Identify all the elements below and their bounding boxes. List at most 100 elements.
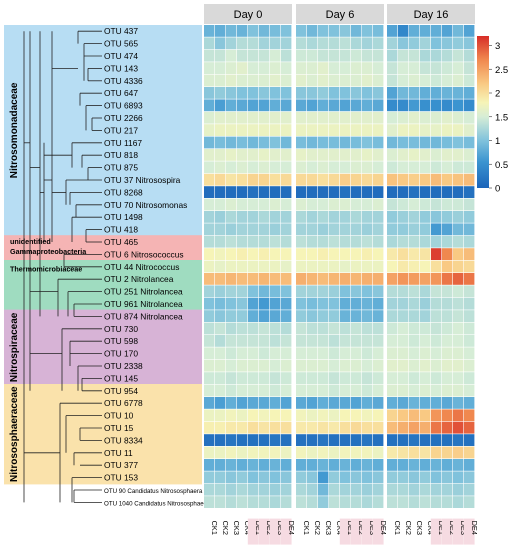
heatmap-cell — [248, 372, 259, 384]
heatmap-cell — [248, 25, 259, 37]
heatmap-cell — [237, 211, 248, 223]
heatmap-cell — [387, 347, 398, 360]
heatmap-cell — [409, 62, 420, 74]
heatmap-cell — [464, 421, 475, 434]
heatmap-cell — [215, 372, 226, 384]
heatmap-cell — [351, 471, 362, 484]
row-label: OTU 170 — [104, 349, 138, 359]
heatmap-cell — [464, 198, 475, 211]
heatmap-cell — [373, 248, 384, 260]
heatmap-cell — [351, 124, 362, 136]
sample-label: CK4 — [335, 521, 344, 535]
heatmap-cell — [237, 124, 248, 136]
heatmap-cell — [431, 87, 442, 99]
heatmap-cell — [442, 49, 453, 62]
heatmap-cell — [215, 483, 226, 496]
heatmap-cell — [226, 186, 237, 198]
heatmap-cell — [270, 496, 281, 508]
heatmap-cell — [453, 235, 464, 248]
heatmap-cell — [373, 161, 384, 174]
heatmap-cell — [281, 322, 292, 335]
heatmap-cell — [398, 99, 409, 112]
row-label: OTU 1498 — [104, 212, 143, 222]
heatmap-cell — [318, 37, 329, 50]
heatmap-cell — [442, 297, 453, 310]
heatmap-cell — [215, 62, 226, 74]
heatmap-cell — [307, 37, 318, 50]
heatmap-cell — [329, 248, 340, 260]
heatmap-cell — [204, 211, 215, 223]
heatmap-cell — [351, 248, 362, 260]
family-label: Nitrospiraceae — [9, 312, 20, 382]
heatmap-cell — [281, 99, 292, 112]
heatmap-cell — [259, 359, 270, 372]
heatmap-cell — [281, 409, 292, 422]
heatmap-cell — [248, 421, 259, 434]
heatmap-cell — [329, 211, 340, 223]
heatmap-cell — [409, 471, 420, 484]
heatmap-cell — [398, 37, 409, 50]
heatmap-cell — [248, 496, 259, 508]
heatmap-cell — [340, 62, 351, 74]
heatmap-cell — [281, 434, 292, 446]
heatmap-cell — [281, 136, 292, 149]
row-labels: OTU 437 OTU 565 OTU 474 OTU 143 OTU 4336 OTU … — [104, 26, 210, 507]
heatmap-cell — [464, 359, 475, 372]
heatmap-cell — [248, 62, 259, 74]
heatmap-cell — [296, 397, 307, 409]
heatmap-cell — [464, 87, 475, 99]
sample-label: CK4 — [243, 521, 252, 535]
heatmap-cell — [215, 459, 226, 471]
heatmap-cell — [204, 285, 215, 298]
heatmap-cell — [226, 149, 237, 161]
heatmap-cell — [270, 99, 281, 112]
heatmap-cell — [431, 359, 442, 372]
heatmap-cell — [270, 446, 281, 459]
heatmap-cell — [420, 235, 431, 248]
heatmap-cell — [281, 297, 292, 310]
colorbar-tick-label: 0 — [495, 184, 500, 195]
heatmap-cell — [237, 161, 248, 174]
heatmap-cell — [362, 335, 373, 347]
heatmap-cell — [259, 310, 270, 322]
heatmap-cell — [281, 74, 292, 87]
heatmap-cell — [420, 49, 431, 62]
heatmap-cell — [307, 211, 318, 223]
heatmap-cell — [351, 496, 362, 508]
heatmap-cell — [362, 211, 373, 223]
heatmap-cell — [373, 260, 384, 273]
heatmap-cell — [226, 124, 237, 136]
heatmap-cell — [398, 297, 409, 310]
heatmap-cell — [387, 235, 398, 248]
sample-label: DE4 — [470, 521, 479, 535]
dendrogram — [23, 30, 102, 503]
heatmap-cell — [340, 124, 351, 136]
heatmap-cell — [318, 161, 329, 174]
heatmap-cell — [248, 248, 259, 260]
heatmap-cell — [464, 173, 475, 186]
heatmap-cell — [237, 421, 248, 434]
heatmap-cell — [398, 235, 409, 248]
heatmap-cell — [431, 260, 442, 273]
heatmap-cell — [464, 260, 475, 273]
heatmap-cell — [318, 335, 329, 347]
heatmap-cell — [409, 260, 420, 273]
heatmap-cell — [281, 186, 292, 198]
heatmap-cell — [248, 322, 259, 335]
heatmap-cell — [307, 273, 318, 285]
heatmap-cell — [248, 37, 259, 50]
heatmap-cell — [226, 198, 237, 211]
heatmap-cell — [351, 198, 362, 211]
heatmap-cell — [237, 384, 248, 397]
heatmap-cell — [204, 111, 215, 124]
sample-label: CK2 — [404, 521, 413, 535]
heatmap-cell — [351, 173, 362, 186]
heatmap-cell — [373, 25, 384, 37]
heatmap-cell — [237, 471, 248, 484]
heatmap-cell — [204, 359, 215, 372]
row-label: OTU 217 — [104, 125, 138, 135]
heatmap-cell — [351, 421, 362, 434]
row-label: OTU 418 — [104, 225, 138, 235]
heatmap-cell — [340, 409, 351, 422]
heatmap-cell — [270, 471, 281, 484]
